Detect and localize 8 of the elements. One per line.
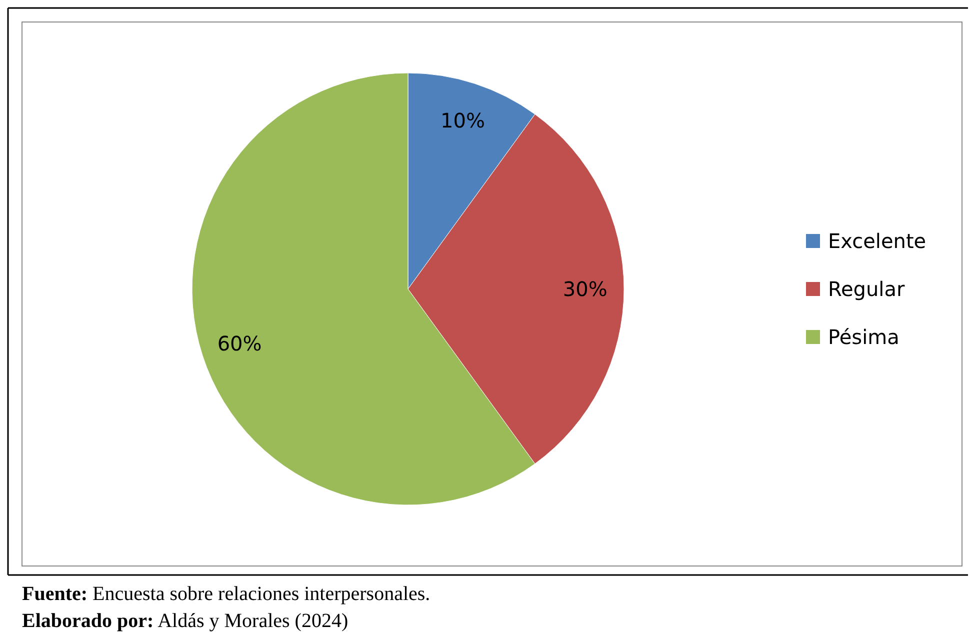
source-note: Fuente: Encuesta sobre relaciones interpersonales.: [22, 583, 430, 605]
data-label: 30%: [562, 277, 608, 301]
legend-label: Excelente: [828, 229, 926, 253]
legend-label: Pésima: [828, 325, 900, 349]
data-label: 10%: [440, 108, 485, 133]
data-label: 60%: [217, 332, 262, 356]
legend-label: Regular: [828, 277, 906, 301]
text: Elaborado por: Aldás y Morales (2024): [22, 610, 348, 632]
